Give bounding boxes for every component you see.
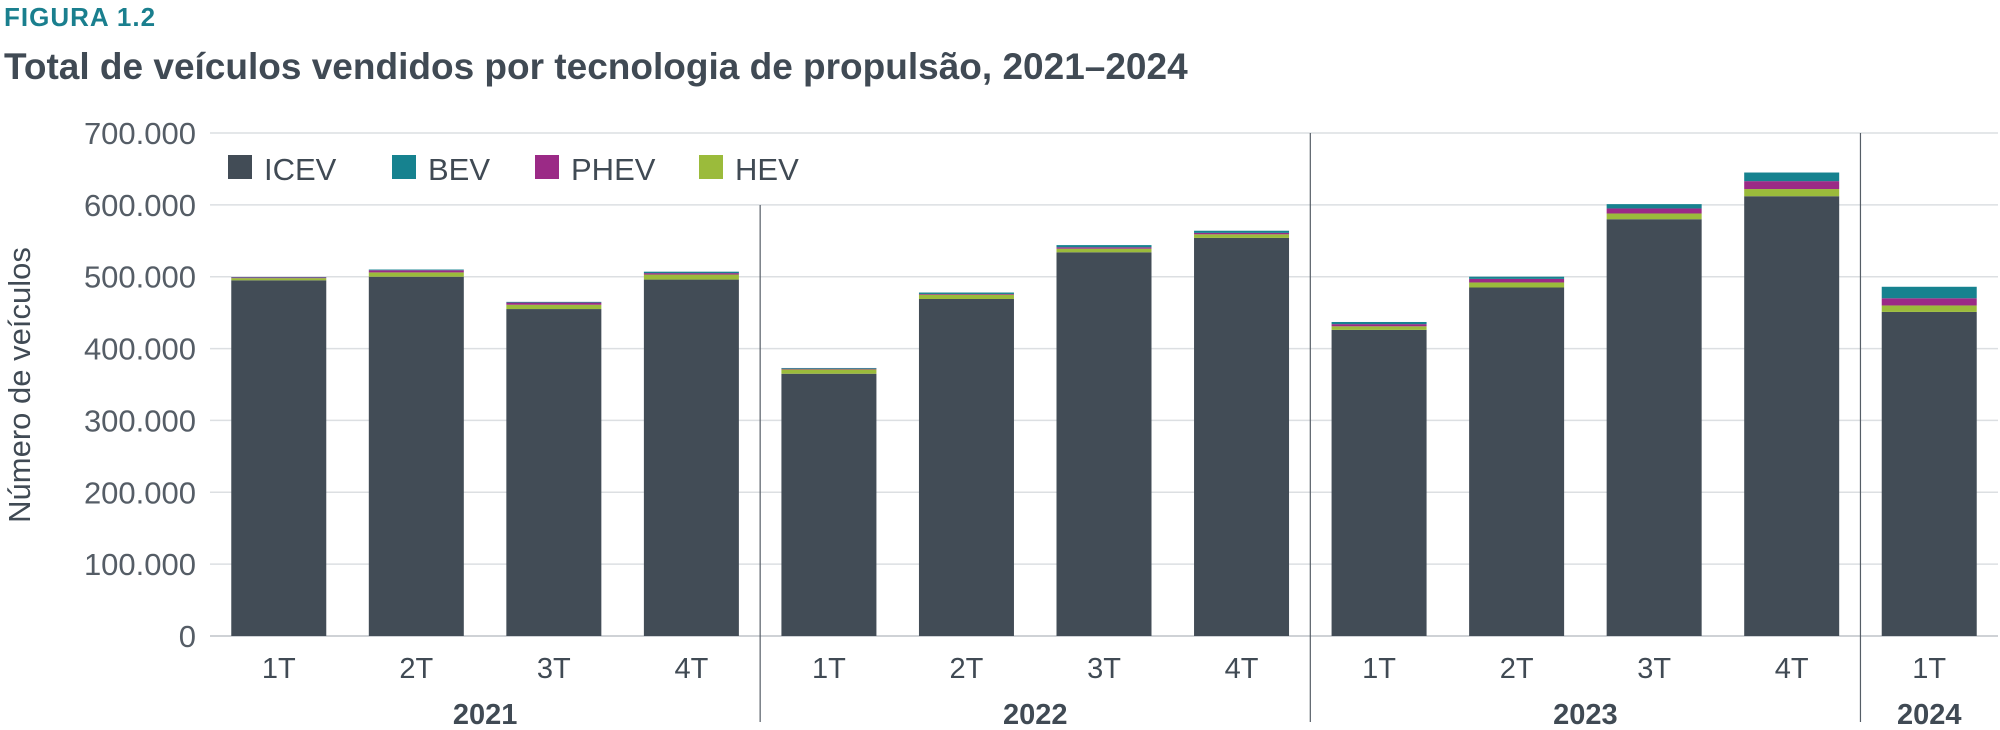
x-tick-label: 2T (1500, 653, 1534, 685)
bar-segment-bev (1469, 276, 1565, 279)
y-axis-label: Número de veículos (2, 247, 37, 523)
bar-segment-hev (918, 294, 1014, 299)
bar-segment-phev (1606, 208, 1702, 214)
bar-segment-hev (643, 274, 739, 280)
bar-segment-icev (368, 276, 464, 636)
x-group-label: 2024 (1897, 699, 1962, 730)
legend-label-hev: HEV (735, 152, 799, 187)
x-group-label: 2022 (1003, 699, 1068, 730)
bar-segment-icev (1881, 311, 1977, 636)
x-tick-label: 1T (262, 653, 296, 685)
bar-segment-icev (231, 280, 327, 636)
figure-label: FIGURA 1.2 (4, 2, 157, 32)
bar-segment-icev (918, 298, 1014, 636)
bar-segment-icev (506, 309, 602, 636)
bar-segment-icev (1606, 219, 1702, 636)
bar-segment-bev (643, 271, 739, 274)
bar-segment-bev (1056, 245, 1152, 248)
bar-segment-hev (506, 304, 602, 310)
legend-label-bev: BEV (428, 152, 490, 187)
bars (231, 172, 1977, 637)
x-tick-label: 4T (1225, 653, 1259, 685)
x-tick-label: 4T (1775, 653, 1809, 685)
x-tick-label: 2T (950, 653, 984, 685)
bar-segment-bev (1881, 286, 1977, 299)
bar-segment-icev (1331, 329, 1427, 636)
bar-segment-icev (1194, 237, 1290, 636)
bar-segment-hev (1469, 282, 1565, 288)
bar-segment-phev (643, 273, 739, 275)
x-tick-label: 3T (1637, 653, 1671, 685)
bar-segment-hev (231, 278, 327, 281)
y-tick-label: 200.000 (84, 475, 196, 510)
bar-segment-phev (231, 277, 327, 279)
x-group-label: 2021 (453, 699, 518, 730)
bar-segment-phev (918, 293, 1014, 295)
legend-swatch-bev (392, 155, 416, 179)
bar-segment-phev (368, 270, 464, 273)
x-group-label: 2023 (1553, 699, 1618, 730)
bar-segment-bev (1606, 204, 1702, 209)
bar-segment-phev (1744, 181, 1840, 190)
bar-segment-hev (1194, 234, 1290, 238)
y-tick-label: 300.000 (84, 403, 196, 438)
x-tick-label: 1T (1912, 653, 1946, 685)
bar-segment-hev (1056, 248, 1152, 253)
legend-swatch-hev (699, 155, 723, 179)
bar-segment-hev (1606, 213, 1702, 220)
bar-segment-hev (1744, 189, 1840, 197)
bar-segment-phev (1056, 247, 1152, 249)
bar-segment-bev (1194, 230, 1290, 233)
bar-segment-icev (1469, 287, 1565, 636)
bar-segment-hev (781, 369, 877, 374)
bar-segment-phev (1194, 232, 1290, 235)
y-tick-label: 400.000 (84, 332, 196, 367)
bar-segment-icev (781, 373, 877, 636)
x-tick-label: 2T (399, 653, 433, 685)
x-tick-label: 4T (674, 653, 708, 685)
bar-segment-bev (1331, 321, 1427, 325)
bar-segment-bev (781, 367, 877, 369)
y-tick-label: 0 (179, 619, 196, 654)
bar-segment-icev (1056, 252, 1152, 637)
bar-segment-bev (1744, 172, 1840, 182)
bar-segment-bev (918, 292, 1014, 294)
x-tick-label: 3T (537, 653, 571, 685)
bar-segment-phev (1881, 298, 1977, 306)
legend-label-phev: PHEV (571, 152, 656, 187)
bar-segment-icev (643, 279, 739, 636)
bar-segment-phev (506, 302, 602, 305)
bar-segment-bev (368, 269, 464, 271)
legend-swatch-icev (228, 155, 252, 179)
bar-segment-hev (1331, 326, 1427, 330)
bar-segment-icev (1744, 196, 1840, 636)
bar-segment-phev (1331, 324, 1427, 327)
bar-segment-phev (1469, 278, 1565, 283)
bar-segment-bev (506, 301, 602, 303)
legend: ICEV BEV PHEV HEV (228, 152, 799, 187)
bar-segment-phev (781, 368, 877, 370)
legend-swatch-phev (535, 155, 559, 179)
x-tick-label: 1T (812, 653, 846, 685)
x-tick-label: 3T (1087, 653, 1121, 685)
x-tick-label: 1T (1362, 653, 1396, 685)
y-tick-label: 100.000 (84, 547, 196, 582)
y-tick-label: 700.000 (84, 116, 196, 151)
bar-segment-hev (368, 272, 464, 277)
y-tick-label: 500.000 (84, 260, 196, 295)
bar-segment-hev (1881, 305, 1977, 312)
axes: 0 100.000 200.000 300.000 400.000 500.000 600.… (84, 116, 1962, 730)
legend-label-icev: ICEV (264, 152, 337, 187)
y-tick-label: 600.000 (84, 188, 196, 223)
chart-title: Total de veículos vendidos por tecnologi… (4, 46, 1188, 87)
